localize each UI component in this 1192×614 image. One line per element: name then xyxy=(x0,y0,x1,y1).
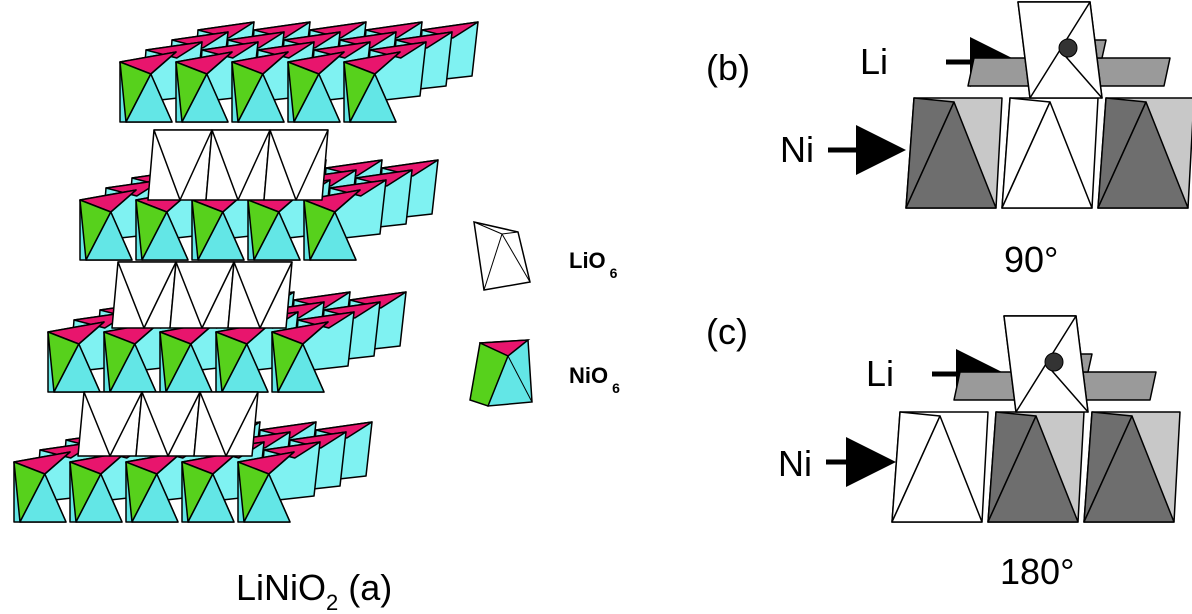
slab2-front-bottom xyxy=(141,211,189,261)
legend-lio6-swatch xyxy=(473,221,531,291)
slab4-front-bottom xyxy=(131,473,179,523)
lio6-facet xyxy=(141,391,201,457)
li-atom xyxy=(1044,352,1064,372)
panel-c-tag: (c) xyxy=(706,311,748,352)
panel-b-ni-label: Ni xyxy=(780,129,814,170)
slab1-front-bottom xyxy=(125,73,173,123)
lio6-facet xyxy=(199,391,259,457)
lio6-facet xyxy=(211,129,271,201)
legend-nio6-label: NiO 6 xyxy=(569,363,620,396)
legend-nio6-swatch xyxy=(469,339,533,407)
slab3-front-bottom xyxy=(277,343,325,393)
lio6-facet xyxy=(83,391,143,457)
panel-c-octahedra xyxy=(891,315,1181,523)
panel-a-structure xyxy=(13,21,479,523)
slab2-front-bottom xyxy=(85,211,133,261)
slab1-front-bottom xyxy=(181,73,229,123)
slab2-front-bottom xyxy=(197,211,245,261)
slab2-front-bottom xyxy=(253,211,301,261)
panel-b-angle: 90° xyxy=(1004,239,1058,280)
lio6-facet xyxy=(233,261,293,329)
oct-front xyxy=(1001,101,1093,209)
slab3-front-bottom xyxy=(53,343,101,393)
li-atom xyxy=(1058,38,1078,58)
panel-b-li-label: Li xyxy=(860,41,888,82)
slab4-front-bottom xyxy=(19,473,67,523)
oct-front xyxy=(905,101,997,209)
lio6-facet xyxy=(153,129,213,201)
oct-front xyxy=(891,415,983,523)
lio6-facet xyxy=(175,261,235,329)
panel-c: (c) Li Ni 180° xyxy=(706,311,1181,592)
slab4-front-bottom xyxy=(243,473,291,523)
slab1-front-bottom xyxy=(293,73,341,123)
panel-b-tag: (b) xyxy=(706,47,750,88)
slab1-front-bottom xyxy=(349,73,397,123)
lio6-facet xyxy=(269,129,329,201)
panel-a-caption: LiNiO2 (a) xyxy=(236,567,392,614)
oct-front xyxy=(1083,415,1175,523)
slab1-front-bottom xyxy=(237,73,285,123)
panel-b: (b) Li Ni 90° xyxy=(706,1,1192,280)
oct-front xyxy=(1097,101,1189,209)
oct-front xyxy=(987,415,1079,523)
slab4-front-bottom xyxy=(75,473,123,523)
lio6-layers xyxy=(77,129,329,457)
lio6-facet xyxy=(117,261,177,329)
panel-c-ni-label: Ni xyxy=(778,443,812,484)
panel-b-octahedra xyxy=(905,1,1192,209)
legend-lio6-label: LiO 6 xyxy=(569,248,618,281)
slab2-front-bottom xyxy=(309,211,357,261)
panel-c-li-label: Li xyxy=(866,353,894,394)
panel-c-angle: 180° xyxy=(1000,551,1074,592)
legend: LiO 6 NiO 6 xyxy=(469,221,620,407)
slab4-front-bottom xyxy=(187,473,235,523)
